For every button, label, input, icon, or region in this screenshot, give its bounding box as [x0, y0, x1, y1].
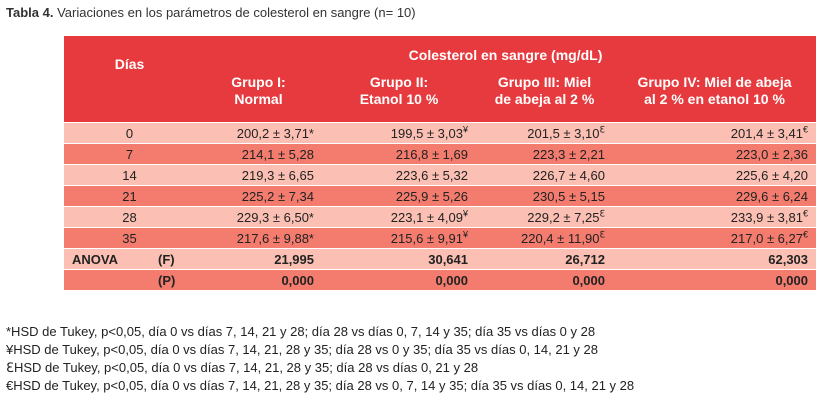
- caption-label: Tabla 4.: [6, 5, 54, 20]
- group-4-p-value: 0,000: [613, 269, 817, 290]
- group-1-value: 200,2 ± 3,71*: [195, 122, 322, 144]
- group-4-value: 201,4 ± 3,41€: [613, 122, 817, 144]
- footnote: *HSD de Tukey, p<0,05, día 0 vs días 7, …: [6, 324, 596, 339]
- group-1-value: 229,3 ± 6,50*: [195, 206, 322, 228]
- group-1-value: 214,1 ± 5,28: [195, 143, 322, 165]
- group-1-p-value: 0,000: [195, 269, 322, 290]
- table-row: 7 214,1 ± 5,28 216,8 ± 1,69 223,3 ± 2,21…: [64, 143, 817, 165]
- anova-p-row: (P) 0,000 0,000 0,000 0,000: [64, 269, 817, 290]
- group-2-f-value: 30,641: [322, 248, 476, 270]
- group-3-value: 220,4 ± 11,90ℇ: [476, 227, 613, 249]
- day-cell: 14: [64, 164, 195, 186]
- table-caption: Tabla 4. Variaciones en los parámetros d…: [6, 5, 416, 20]
- day-cell: 21: [64, 185, 195, 207]
- anova-label: ANOVA: [64, 248, 150, 270]
- group-2-value: 216,8 ± 1,69: [322, 143, 476, 165]
- group-4-value: 217,0 ± 6,27€: [613, 227, 817, 249]
- day-cell: 35: [64, 227, 195, 249]
- group-4-value: 233,9 ± 3,81€: [613, 206, 817, 228]
- anova-f-row: ANOVA (F) 21,995 30,641 26,712 62,303: [64, 248, 817, 270]
- group-2-value: 223,1 ± 4,09¥: [322, 206, 476, 228]
- group-2-value: 223,6 ± 5,32: [322, 164, 476, 186]
- day-cell: 7: [64, 143, 195, 165]
- group-3-p-value: 0,000: [476, 269, 613, 290]
- group-1-f-value: 21,995: [195, 248, 322, 270]
- group-2-value: 225,9 ± 5,26: [322, 185, 476, 207]
- table-row: 28 229,3 ± 6,50* 223,1 ± 4,09¥ 229,2 ± 7…: [64, 206, 817, 228]
- group-2-p-value: 0,000: [322, 269, 476, 290]
- anova-f-label: (F): [150, 248, 195, 270]
- day-cell: 28: [64, 206, 195, 228]
- empty-header-cell: [64, 36, 195, 74]
- table-row: 0 200,2 ± 3,71* 199,5 ± 3,03¥ 201,5 ± 3,…: [64, 122, 817, 144]
- group-2-value: 215,6 ± 9,91¥: [322, 227, 476, 249]
- super-header: Colesterol en sangre (mg/dL): [195, 36, 817, 74]
- table-row: 35 217,6 ± 9,88* 215,6 ± 9,91¥ 220,4 ± 1…: [64, 227, 817, 249]
- caption-text: Variaciones en los parámetros de coleste…: [53, 5, 416, 20]
- table-row: 14 219,3 ± 6,65 223,6 ± 5,32 226,7 ± 4,6…: [64, 164, 817, 186]
- group-1-value: 217,6 ± 9,88*: [195, 227, 322, 249]
- group-1-header: Grupo I: Normal: [195, 74, 322, 123]
- table-group-header-row: Días Grupo I: Normal Grupo II: Etanol 10 %…: [64, 56, 817, 123]
- anova-p-label: (P): [150, 269, 195, 290]
- group-3-value: 223,3 ± 2,21: [476, 143, 613, 165]
- group-3-value: 201,5 ± 3,10ℇ: [476, 122, 613, 144]
- table-super-header-row: Colesterol en sangre (mg/dL): [64, 36, 817, 74]
- group-4-value: 225,6 ± 4,20: [613, 164, 817, 186]
- group-4-value: 223,0 ± 2,36: [613, 143, 817, 165]
- table-row: 21 225,2 ± 7,34 225,9 ± 5,26 230,5 ± 5,1…: [64, 185, 817, 207]
- cholesterol-table: Colesterol en sangre (mg/dL) Días Grupo …: [64, 36, 817, 290]
- group-3-header: Grupo III: Miel de abeja al 2 %: [476, 74, 613, 123]
- group-4-value: 229,6 ± 6,24: [613, 185, 817, 207]
- group-3-f-value: 26,712: [476, 248, 613, 270]
- group-3-value: 226,7 ± 4,60: [476, 164, 613, 186]
- footnote: ¥HSD de Tukey, p<0,05, día 0 vs días 7, …: [6, 342, 598, 357]
- group-3-value: 230,5 ± 5,15: [476, 185, 613, 207]
- group-2-header: Grupo II: Etanol 10 %: [322, 74, 476, 123]
- footnotes: *HSD de Tukey, p<0,05, día 0 vs días 7, …: [6, 323, 634, 395]
- group-4-f-value: 62,303: [613, 248, 817, 270]
- group-3-value: 229,2 ± 7,25ℇ: [476, 206, 613, 228]
- group-4-header: Grupo IV: Miel de abeja al 2 % en etanol …: [613, 74, 817, 123]
- empty-cell: [64, 269, 150, 290]
- days-header: Días: [64, 56, 195, 123]
- footnote: €HSD de Tukey, p<0,05, día 0 vs días 7, …: [6, 378, 635, 393]
- group-1-value: 225,2 ± 7,34: [195, 185, 322, 207]
- day-cell: 0: [64, 122, 195, 144]
- footnote: ℇHSD de Tukey, p<0,05, día 0 vs días 7, …: [6, 360, 479, 375]
- group-2-value: 199,5 ± 3,03¥: [322, 122, 476, 144]
- group-1-value: 219,3 ± 6,65: [195, 164, 322, 186]
